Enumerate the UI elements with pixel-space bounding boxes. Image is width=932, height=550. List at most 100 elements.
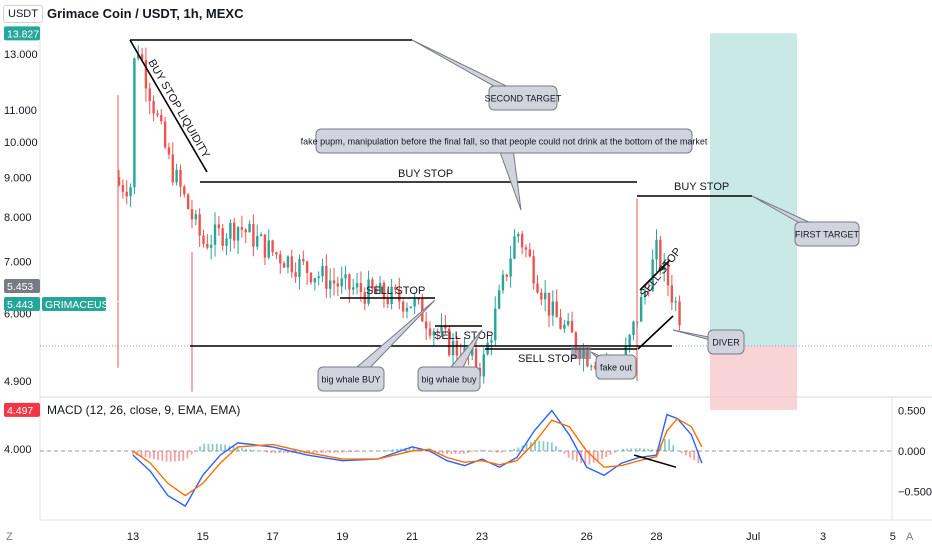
candle-body: [670, 285, 674, 303]
macd-histogram-bar: [299, 451, 302, 454]
candle-body: [482, 354, 485, 377]
candle-body: [352, 287, 355, 290]
candle-body: [328, 280, 332, 289]
buy-stop-label-right: BUY STOP: [674, 181, 729, 193]
macd-histogram-bar: [328, 451, 331, 453]
price-tick-label: 11.000: [4, 105, 37, 117]
macd-tick-label: −0.500: [898, 487, 932, 499]
price-badge-symbol: [42, 297, 106, 311]
price-badge-last: [4, 279, 40, 293]
sell-stop-label-1: SELL STOP: [366, 285, 425, 297]
candle-body: [175, 169, 178, 183]
macd-histogram-bar: [672, 445, 675, 451]
time-tick-label: 3: [820, 531, 826, 543]
candle-body: [140, 54, 144, 61]
candle-body: [628, 335, 631, 347]
macd-histogram-bar: [261, 451, 264, 452]
candle-body: [509, 258, 512, 277]
macd-histogram-bar: [584, 451, 587, 465]
candle-body: [520, 233, 524, 248]
first-target-callout-text: FIRST TARGET: [795, 230, 860, 240]
macd-histogram-bar: [563, 451, 566, 454]
candle-body: [359, 283, 363, 293]
macd-histogram-bar: [354, 451, 356, 452]
diver-trendline: [637, 315, 674, 350]
macd-histogram-bar: [492, 451, 495, 452]
candle-body: [563, 324, 566, 329]
macd-histogram-bar: [341, 451, 344, 453]
candle-body: [290, 256, 293, 273]
fake-pump-callout: fake pupm, manipulation before the final…: [301, 128, 708, 211]
macd-histogram-bar: [236, 447, 239, 451]
auto-scale-corner[interactable]: A: [906, 531, 914, 543]
candle-body: [125, 191, 128, 197]
candle-body: [202, 235, 205, 244]
macd-histogram-bar: [358, 451, 361, 452]
macd-histogram-bar: [450, 451, 453, 454]
candle-body: [144, 60, 148, 89]
macd-histogram-bar: [203, 443, 206, 451]
candle-body: [505, 274, 508, 277]
candle-body: [574, 332, 578, 349]
candle-body: [294, 272, 297, 277]
candle-body: [632, 321, 635, 336]
candle-body: [233, 222, 236, 241]
candle-body: [517, 233, 520, 237]
macd-histogram-bar: [224, 444, 227, 451]
time-tick-label: Jul: [746, 531, 760, 543]
macd-histogram-bar: [609, 451, 612, 455]
candle-body: [302, 258, 305, 262]
candle-body: [451, 340, 455, 356]
time-tick-label: 15: [197, 531, 209, 543]
price-tick-label: 4.000: [4, 444, 32, 456]
candle-body: [532, 256, 535, 284]
candle-body: [267, 240, 270, 258]
symbol-button[interactable]: USDT: [3, 5, 43, 23]
candle-body: [659, 239, 662, 270]
price-tick-label: 8.000: [4, 212, 32, 224]
second-target-callout-text: SECOND TARGET: [485, 94, 562, 104]
macd-histogram-bar: [605, 451, 608, 458]
timezone-corner[interactable]: Z: [6, 531, 13, 543]
macd-histogram-bar: [190, 451, 193, 455]
time-tick-label: 17: [266, 531, 278, 543]
candle-body: [447, 328, 451, 356]
macd-histogram-bar: [613, 451, 616, 453]
macd-histogram-bar: [647, 448, 650, 451]
macd-histogram-bar: [400, 448, 402, 451]
first-target-callout-box: [794, 221, 860, 247]
price-tick-label: 10.000: [4, 137, 38, 149]
macd-histogram-bar: [349, 451, 352, 453]
macd-histogram-bar: [148, 451, 151, 459]
macd-histogram-bar: [643, 448, 645, 451]
candle-body: [190, 209, 194, 220]
candle-body: [639, 297, 643, 322]
macd-histogram-bar: [307, 451, 310, 454]
macd-histogram-bar: [337, 451, 340, 453]
candle-body: [325, 265, 328, 289]
price-tick-label: 7.000: [4, 257, 32, 269]
buy-stop-liquidity-label: BUY STOP LIQUIDITY: [145, 58, 212, 161]
candle-body: [405, 307, 409, 312]
diver-callout: DIVER: [672, 329, 745, 355]
candle-body: [378, 282, 382, 294]
macd-histogram-bar: [266, 451, 268, 453]
candle-body: [375, 288, 378, 294]
big-whale-buy-callout-text: big whale BUY: [321, 375, 380, 385]
candle-body: [593, 366, 597, 369]
macd-histogram-bar: [199, 446, 201, 451]
macd-histogram-bar: [153, 451, 155, 460]
price-badge-target: [4, 26, 40, 41]
macd-histogram-bar: [387, 449, 390, 451]
macd-histogram-bar: [471, 451, 474, 452]
big-whale-buy-2-callout-text: big whale buy: [421, 375, 477, 385]
candle-body: [567, 320, 570, 325]
fake-out-callout-text: fake out: [600, 363, 633, 373]
price-badge-label: 13.827: [7, 28, 39, 40]
candle-body: [305, 261, 309, 273]
macd-histogram-bar: [391, 449, 394, 451]
candle-body: [244, 229, 247, 233]
time-tick-label: 5: [890, 531, 896, 543]
candle-body: [474, 348, 478, 368]
